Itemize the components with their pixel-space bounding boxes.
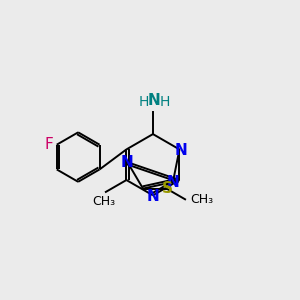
Text: N: N xyxy=(174,143,187,158)
Text: N: N xyxy=(148,93,160,108)
Text: CH₃: CH₃ xyxy=(191,193,214,206)
Text: N: N xyxy=(121,155,134,170)
Text: CH₃: CH₃ xyxy=(92,195,116,208)
Text: H: H xyxy=(139,95,149,110)
Text: N: N xyxy=(167,175,179,190)
Text: F: F xyxy=(44,137,53,152)
Text: N: N xyxy=(147,189,159,204)
Text: S: S xyxy=(162,181,173,196)
Text: H: H xyxy=(160,95,170,110)
